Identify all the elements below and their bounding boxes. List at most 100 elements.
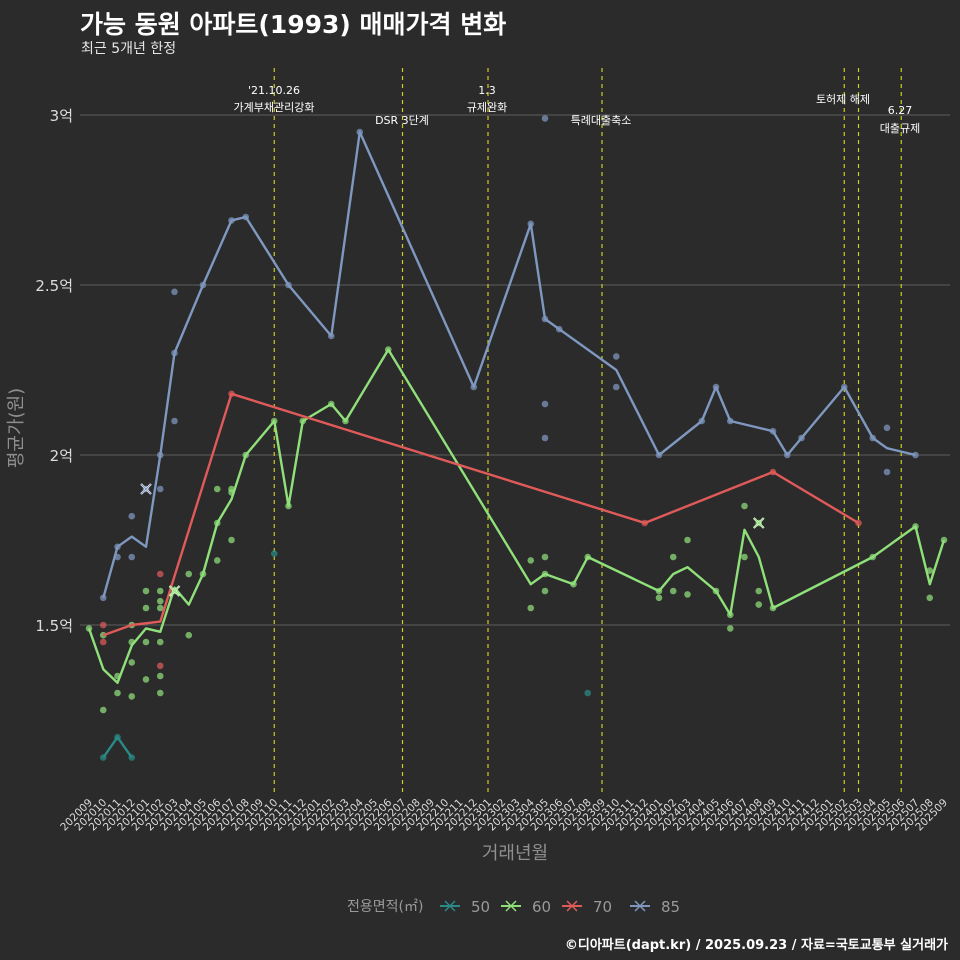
data-point (883, 468, 891, 476)
data-point (527, 557, 535, 564)
data-point (684, 536, 691, 544)
y-tick-label: 3억 (50, 107, 73, 125)
data-point (156, 485, 164, 493)
data-point (684, 591, 691, 598)
data-point (926, 567, 934, 574)
series-line-70 (102, 392, 860, 637)
data-point (171, 288, 178, 296)
data-point (128, 512, 136, 520)
event-label: 가계부채관리강화 (234, 101, 315, 114)
series-line-85 (102, 130, 916, 599)
event-label: 대출규제 (880, 122, 920, 135)
data-point (156, 587, 164, 595)
event-label: 규제완화 (467, 101, 507, 114)
data-point (128, 693, 136, 700)
data-point (156, 638, 164, 646)
event-label: 1.3 (478, 84, 496, 97)
data-point (99, 706, 107, 714)
event-label: 6.27 (888, 104, 913, 117)
data-point (213, 557, 221, 564)
cross-stroke (140, 483, 152, 495)
data-point (541, 553, 549, 561)
cross-stroke (169, 585, 180, 597)
data-point (527, 604, 535, 612)
chart-title: 가능 동원 아파트(1993) 매매가격 변화 (80, 10, 507, 39)
series-60 (85, 346, 948, 714)
legend-title: 전용면적(㎡) (347, 899, 423, 915)
data-point (741, 553, 748, 561)
chart-subtitle: 최근 5개년 한정 (81, 41, 177, 57)
legend-label: 60 (532, 898, 551, 916)
data-point (726, 625, 734, 632)
data-point (142, 604, 150, 612)
cross-stroke (753, 517, 765, 529)
event-label: 토허제 해제 (816, 92, 870, 106)
data-point (156, 689, 164, 697)
data-point (541, 434, 549, 442)
data-point (185, 570, 193, 578)
legend-key-cross (444, 900, 456, 912)
data-point (612, 383, 620, 391)
data-point (669, 553, 677, 561)
data-point (156, 604, 164, 612)
data-point (669, 587, 677, 595)
legend-item-60: 60 (501, 898, 551, 916)
cross-marker (168, 585, 181, 597)
data-point (541, 587, 549, 595)
data-point (99, 621, 107, 629)
series-85 (99, 115, 919, 602)
y-tick-label: 2.5억 (35, 277, 73, 295)
legend-key-cross (634, 900, 646, 912)
legend-item-85: 85 (630, 898, 680, 916)
series-line-50 (102, 736, 133, 759)
data-point (171, 417, 178, 425)
legend: 전용면적(㎡) 50 60 70 85 (347, 898, 680, 916)
cross-marker (140, 483, 152, 495)
legend-key-cross (505, 900, 517, 912)
event-label: 특례대출축소 (571, 114, 632, 127)
source-caption: ©디아파트(dapt.kr) / 2025.09.23 / 자료=국토교통부 실… (564, 938, 948, 953)
data-point (541, 115, 549, 122)
legend-label: 70 (593, 898, 612, 916)
legend-label: 50 (471, 898, 490, 916)
legend-item-50: 50 (440, 898, 490, 916)
data-point (883, 424, 891, 432)
series-line-60 (87, 348, 946, 684)
data-point (142, 676, 150, 683)
data-point (655, 594, 663, 602)
data-point (926, 594, 934, 602)
data-point (156, 662, 164, 670)
data-point (156, 570, 164, 578)
data-point (156, 597, 164, 605)
data-point (584, 689, 592, 697)
legend-key-cross (566, 900, 578, 912)
data-point (270, 550, 278, 557)
data-point (114, 689, 121, 697)
data-point (99, 638, 107, 646)
series-50 (99, 550, 592, 761)
data-point (612, 353, 620, 360)
data-point (142, 638, 150, 646)
legend-label: 85 (661, 898, 680, 916)
data-point (142, 587, 150, 595)
event-label: '21.10.26 (248, 84, 300, 97)
legend-item-70: 70 (562, 898, 612, 916)
data-point (156, 672, 164, 680)
data-point (128, 659, 136, 666)
data-point (213, 485, 221, 493)
data-point (128, 553, 136, 561)
event-label: DSR 3단계 (375, 114, 429, 127)
series-70 (99, 390, 862, 670)
y-tick-label: 1.5억 (35, 617, 73, 635)
data-point (228, 536, 235, 544)
data-point (741, 502, 748, 510)
x-axis-title: 거래년월 (482, 843, 548, 864)
y-tick-label: 2억 (50, 447, 73, 465)
data-point (755, 601, 763, 608)
y-axis-title: 평균가(원) (6, 388, 27, 468)
data-point (541, 400, 549, 408)
data-point (185, 631, 193, 639)
data-point (755, 587, 763, 595)
cross-marker (752, 517, 765, 529)
